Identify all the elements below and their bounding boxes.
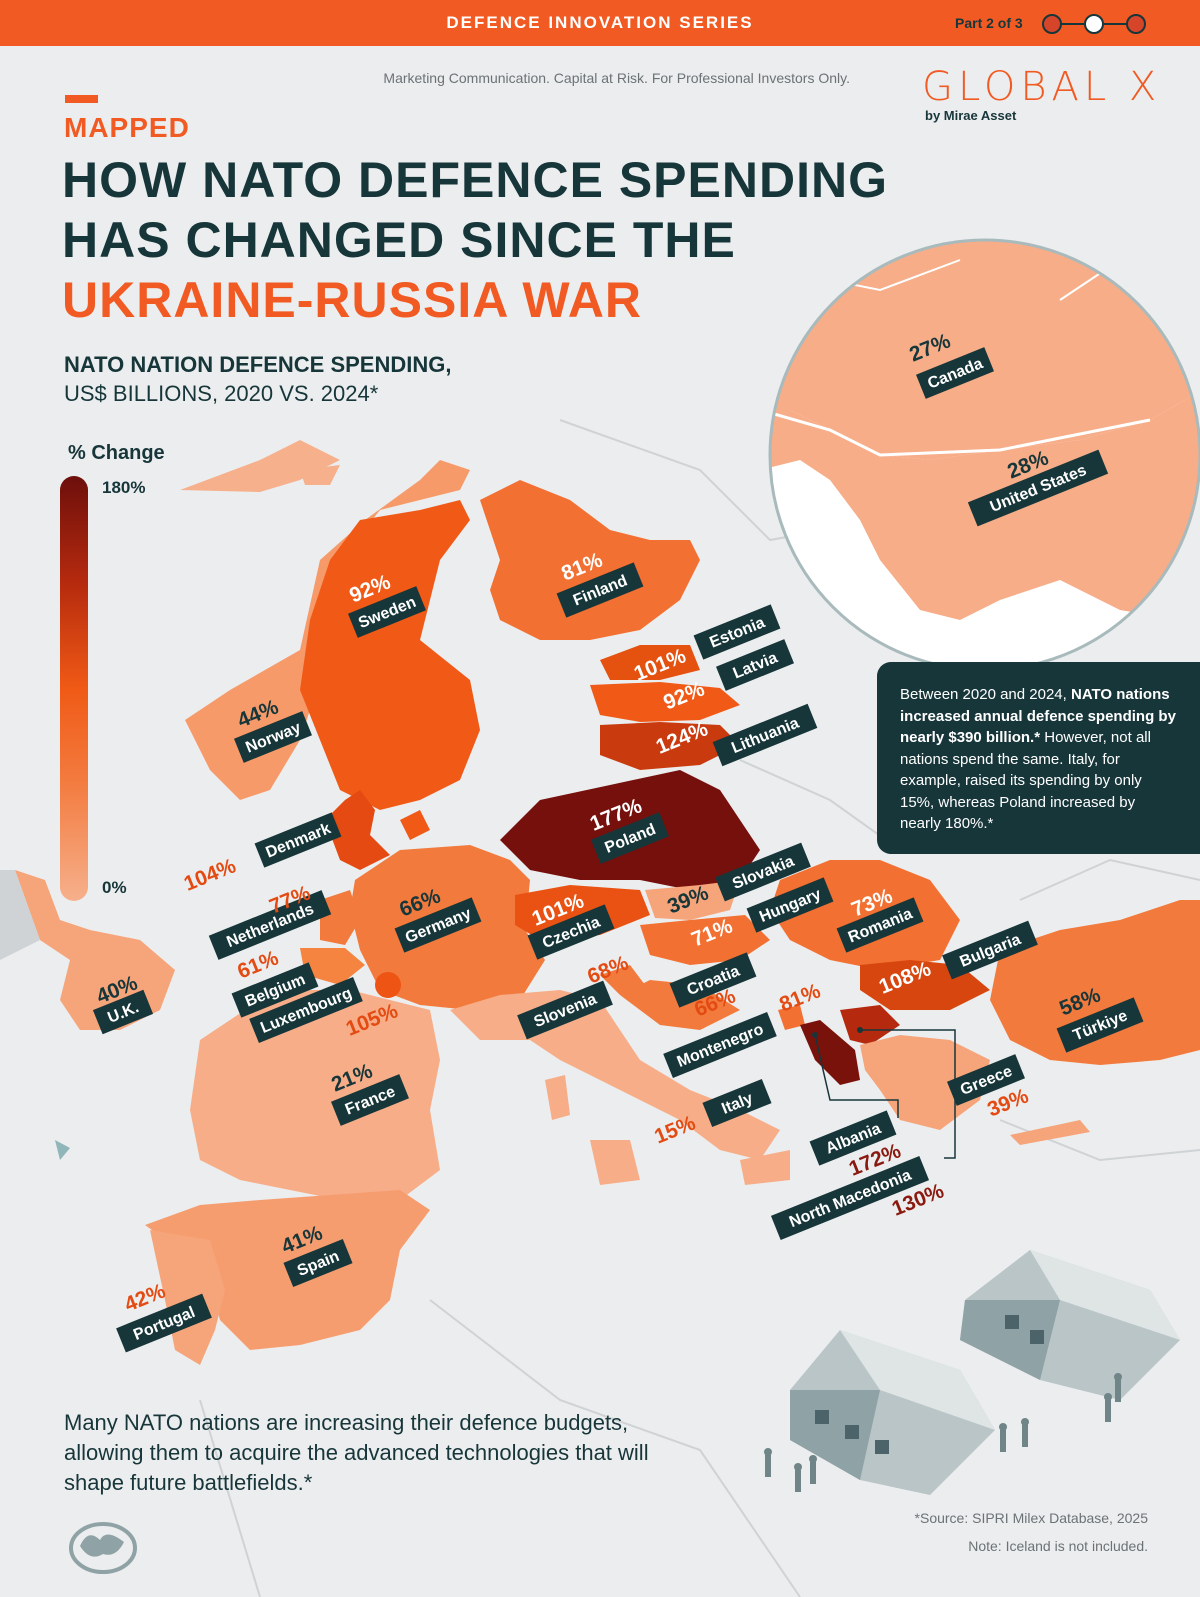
- part-indicator: Part 2 of 3: [955, 15, 1023, 31]
- legend-title: % Change: [68, 442, 165, 464]
- source-note: *Source: SIPRI Milex Database, 2025: [914, 1510, 1148, 1526]
- label-denmark: Denmark: [254, 812, 342, 868]
- country-finland: [480, 480, 700, 640]
- info-callout: Between 2020 and 2024, NATO nations incr…: [877, 662, 1200, 854]
- country-slovakia: [645, 880, 740, 920]
- label-italy: Italy: [702, 1078, 772, 1128]
- country-north-macedonia: [840, 1005, 900, 1045]
- island-south: [740, 1150, 790, 1185]
- series-title: DEFENCE INNOVATION SERIES: [446, 13, 754, 32]
- island-balearic: [55, 1140, 70, 1160]
- part-progress-icon: [1042, 14, 1146, 34]
- label-sweden: Sweden: [348, 586, 426, 638]
- arctic-island: [180, 440, 340, 492]
- brand-logo: GLOBAL X: [922, 64, 1162, 110]
- island-gotland: [400, 810, 430, 840]
- footnote: Note: Iceland is not included.: [968, 1538, 1148, 1554]
- title-line-2: HAS CHANGED SINCE THE: [62, 212, 736, 268]
- tents-illustration: [764, 1250, 1180, 1495]
- title-line-3: UKRAINE-RUSSIA WAR: [62, 272, 643, 328]
- country-sweden: [300, 500, 480, 810]
- leader-albania: [814, 1034, 899, 1118]
- info-text-bold: NATO nations increased annual defence sp…: [900, 686, 1176, 746]
- percent-denmark: 104%: [181, 854, 240, 896]
- country-belgium: [300, 948, 365, 985]
- country-turkiye: [990, 900, 1200, 1065]
- legend-color-scale: [60, 476, 88, 901]
- country-france: [190, 990, 440, 1200]
- country-greece: [860, 1035, 990, 1130]
- country-luxembourg: [375, 972, 401, 998]
- country-czechia: [515, 885, 650, 940]
- arctic-island-2: [300, 465, 340, 485]
- title-line-1: HOW NATO DEFENCE SPENDING: [62, 152, 888, 208]
- publisher-logo-icon: [69, 1522, 137, 1574]
- percent-italy: 15%: [651, 1111, 699, 1148]
- island-sicily: [590, 1140, 640, 1185]
- series-banner: [0, 0, 1200, 46]
- country-latvia: [590, 682, 740, 722]
- legend-max-label: 180%: [102, 478, 146, 497]
- info-text-2: However, not all nations spend the same.…: [900, 729, 1151, 832]
- map-subtitle-2: US$ BILLIONS, 2020 VS. 2024*: [64, 381, 379, 406]
- country-canada: [770, 240, 1200, 460]
- disclaimer: Marketing Communication. Capital at Risk…: [383, 70, 850, 86]
- country-italy: [450, 990, 780, 1160]
- country-estonia: [600, 645, 700, 680]
- country-slovenia: [600, 965, 645, 995]
- country-lithuania: [600, 722, 740, 770]
- country-portugal: [150, 1230, 225, 1365]
- legend-min-label: 0%: [102, 878, 127, 897]
- country-denmark: [325, 790, 390, 870]
- kicker-dash: [65, 95, 98, 103]
- info-text-1: Between 2020 and 2024,: [900, 686, 1071, 703]
- map-subtitle: NATO NATION DEFENCE SPENDING,: [64, 352, 452, 377]
- country-montenegro: [778, 1005, 805, 1030]
- page-title: HOW NATO DEFENCE SPENDING HAS CHANGED SI…: [62, 150, 888, 330]
- kicker: MAPPED: [64, 112, 190, 143]
- island-sardinia: [545, 1075, 570, 1120]
- country-ireland-nonnato: [0, 870, 40, 960]
- island-crete: [1010, 1120, 1090, 1145]
- footer-statement: Many NATO nations are increasing their d…: [64, 1410, 649, 1495]
- country-hungary: [640, 915, 770, 965]
- country-uk: [15, 870, 175, 1030]
- country-netherlands: [320, 890, 360, 945]
- brand-subtitle: by Mirae Asset: [925, 108, 1017, 123]
